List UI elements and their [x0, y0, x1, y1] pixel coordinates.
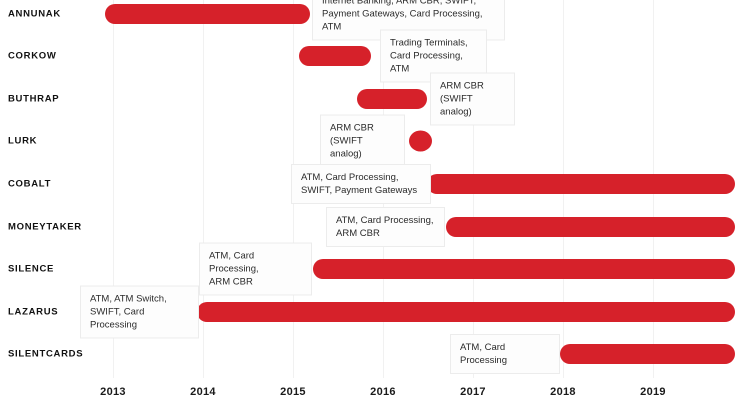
- annotation-cobalt: ATM, Card Processing, SWIFT, Payment Gat…: [291, 164, 431, 204]
- row-label-buthrap: BUTHRAP: [8, 93, 60, 105]
- annotation-lazarus: ATM, ATM Switch, SWIFT, Card Processing: [80, 285, 199, 339]
- timeline-bar-silence[interactable]: [313, 259, 735, 279]
- row-label-silentcards: SILENTCARDS: [8, 348, 84, 360]
- x-axis-tick-2016: 2016: [370, 386, 396, 398]
- x-axis-tick-2013: 2013: [100, 386, 126, 398]
- timeline-bar-cobalt[interactable]: [427, 174, 735, 194]
- row-label-moneytaker: MONEYTAKER: [8, 221, 82, 233]
- row-label-silence: SILENCE: [8, 263, 55, 275]
- annotation-silentcards: ATM, Card Processing: [450, 334, 560, 374]
- gridline-2013: [113, 0, 114, 378]
- timeline-bar-buthrap[interactable]: [357, 89, 427, 109]
- row-label-annunak: ANNUNAK: [8, 8, 61, 20]
- annotation-lurk: ARM CBR (SWIFT analog): [320, 114, 405, 168]
- timeline-bar-silentcards[interactable]: [560, 344, 735, 364]
- gridline-2014: [203, 0, 204, 378]
- annotation-buthrap: ARM CBR (SWIFT analog): [430, 72, 515, 126]
- row-label-corkow: CORKOW: [8, 50, 57, 62]
- row-label-lurk: LURK: [8, 135, 38, 147]
- timeline-bar-moneytaker[interactable]: [446, 217, 735, 237]
- timeline-bar-lurk[interactable]: [409, 130, 432, 152]
- timeline-bar-corkow[interactable]: [299, 46, 371, 66]
- timeline-bar-annunak[interactable]: [105, 4, 310, 24]
- x-axis-tick-2018: 2018: [550, 386, 576, 398]
- annotation-moneytaker: ATM, Card Processing, ARM CBR: [326, 207, 445, 247]
- row-label-cobalt: COBALT: [8, 178, 52, 190]
- row-label-lazarus: LAZARUS: [8, 306, 59, 318]
- annotation-silence: ATM, Card Processing, ARM CBR: [199, 242, 312, 296]
- timeline-bar-lazarus[interactable]: [197, 302, 735, 322]
- x-axis-tick-2019: 2019: [640, 386, 666, 398]
- x-axis-tick-2014: 2014: [190, 386, 216, 398]
- x-axis-tick-2015: 2015: [280, 386, 306, 398]
- x-axis-tick-2017: 2017: [460, 386, 486, 398]
